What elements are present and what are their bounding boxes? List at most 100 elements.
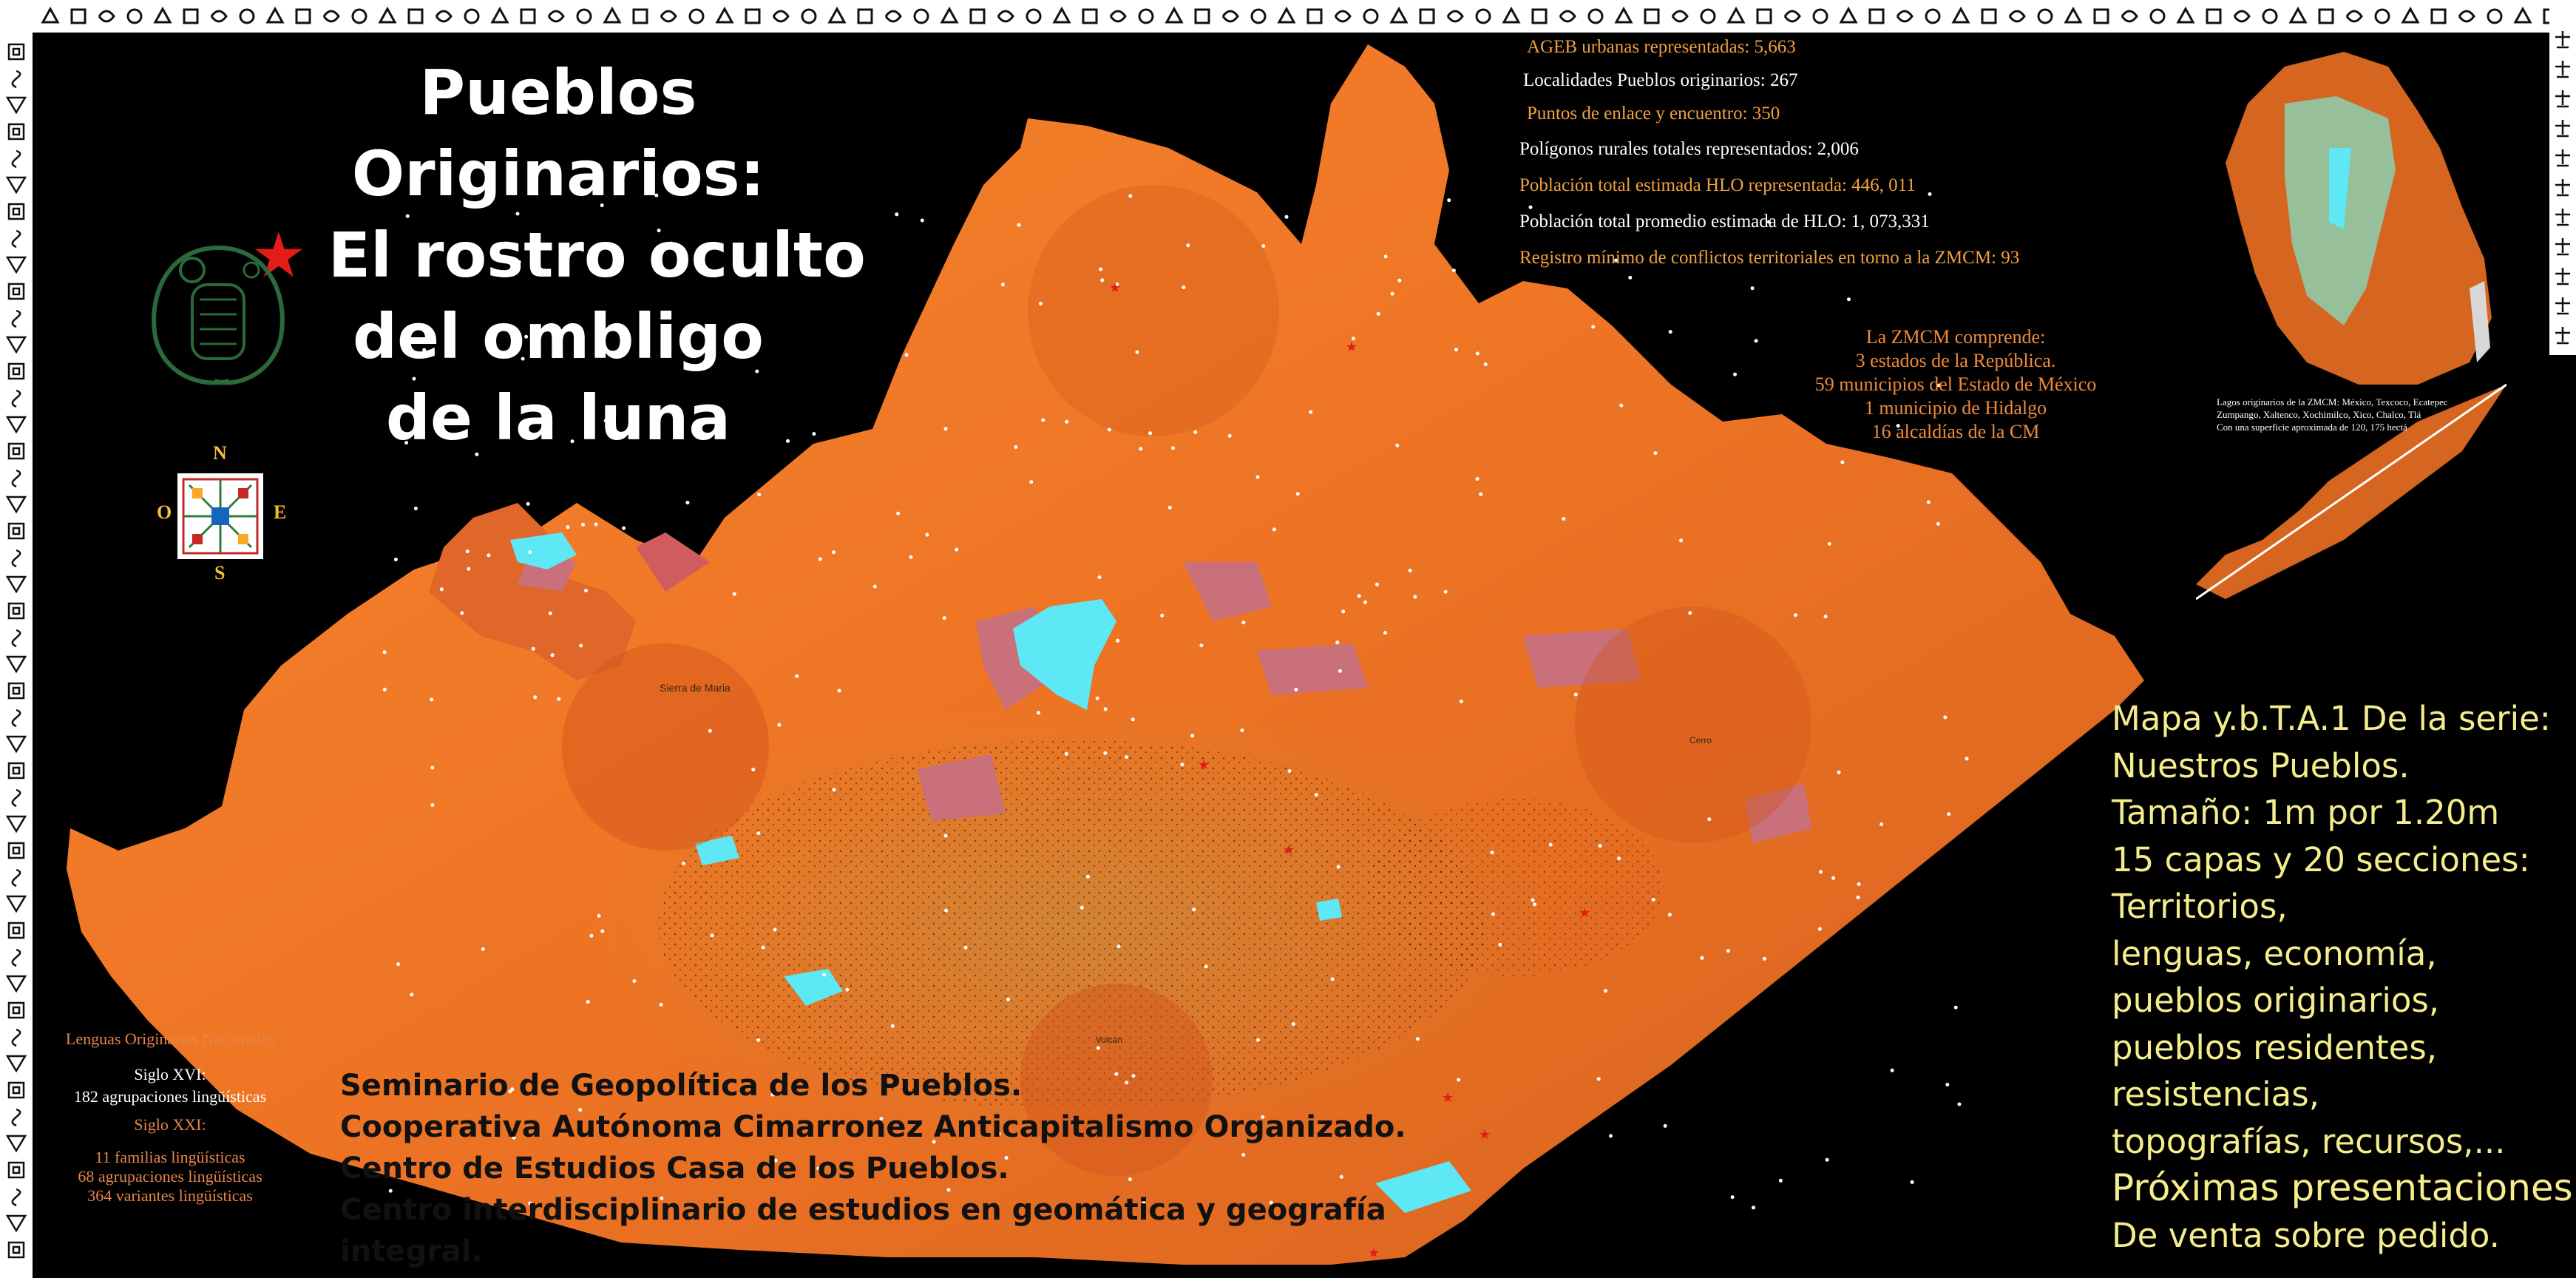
locality-marker — [1947, 812, 1951, 816]
locality-marker — [1336, 865, 1340, 869]
title-line-2: ★ El rostro oculto — [214, 214, 902, 296]
locality-marker — [818, 557, 822, 561]
locality-marker — [1006, 997, 1011, 1001]
locality-marker — [1309, 1123, 1314, 1127]
locality-marker — [1116, 638, 1120, 643]
locality-marker — [1457, 1078, 1461, 1082]
locality-marker — [422, 348, 427, 352]
locality-marker — [1037, 711, 1040, 715]
locality-marker — [526, 501, 530, 506]
locality-marker — [1227, 433, 1232, 438]
locality-marker — [1766, 220, 1771, 224]
jaguar-glyph-icon — [152, 246, 285, 385]
locality-marker — [1817, 927, 1822, 931]
locality-marker — [1945, 1083, 1950, 1086]
locality-marker — [521, 356, 525, 361]
locality-marker — [584, 589, 588, 592]
stat-line: Localidades Pueblos originarios: 267 — [1523, 70, 1798, 90]
peak-label: Cerro — [1689, 735, 1712, 746]
locality-marker — [682, 861, 686, 865]
locality-marker — [1840, 460, 1845, 464]
locality-marker — [1609, 1134, 1613, 1138]
locality-marker — [1383, 254, 1388, 259]
locality-marker — [597, 913, 601, 918]
locality-marker — [1778, 1178, 1783, 1183]
locality-marker — [430, 697, 434, 702]
zmcm-item: 3 estados de la República. — [1855, 350, 2056, 371]
series-line: Territorios, — [2112, 887, 2288, 926]
locality-marker — [1125, 755, 1129, 760]
locality-marker — [1357, 594, 1361, 598]
locality-marker — [1097, 575, 1102, 579]
map-title: Pueblos Originarios: ★ El rostro oculto … — [214, 52, 902, 459]
locality-marker — [773, 1158, 778, 1163]
languages-panel: Lenguas Originarias Nacionales Siglo XVI… — [30, 1028, 311, 1206]
locality-marker — [1707, 817, 1712, 822]
locality-marker — [963, 945, 968, 950]
compass-rose-icon — [177, 473, 263, 559]
locality-marker — [1475, 477, 1479, 481]
locality-marker — [412, 376, 416, 381]
locality-marker — [1351, 337, 1355, 341]
locality-marker — [1004, 1156, 1009, 1160]
locality-marker — [1857, 882, 1861, 886]
conflict-star-icon: ★ — [1198, 757, 1210, 773]
locality-marker — [1397, 278, 1402, 283]
locality-marker — [1591, 325, 1596, 329]
series-line: resistencias, — [2112, 1075, 2320, 1114]
locality-marker — [1204, 964, 1208, 969]
conflict-star-icon: ★ — [1368, 1245, 1380, 1261]
locality-marker — [1408, 568, 1412, 572]
locality-marker — [1115, 283, 1119, 286]
locality-marker — [1936, 521, 1940, 526]
compass-west: O — [157, 501, 172, 523]
locality-marker — [1880, 822, 1884, 827]
credits-block: Seminario de Geopolítica de los Pueblos.… — [340, 1065, 1523, 1272]
locality-marker — [1193, 430, 1198, 434]
credit-line: Centro de Estudios Casa de los Pueblos. — [340, 1152, 1009, 1186]
locality-marker — [1039, 302, 1043, 305]
locality-marker — [1490, 851, 1494, 855]
locality-marker — [528, 550, 532, 555]
locality-marker — [517, 260, 521, 264]
siglo-xxi-value: 68 agrupaciones lingüísticas — [78, 1167, 262, 1186]
title-line-3: del ombligo — [353, 300, 764, 373]
locality-marker — [510, 1087, 515, 1092]
locality-marker — [795, 674, 799, 678]
locality-marker — [944, 908, 949, 913]
locality-marker — [1628, 275, 1633, 280]
locality-marker — [1663, 1123, 1667, 1128]
locality-marker — [1294, 687, 1298, 692]
locality-marker — [1135, 350, 1139, 354]
locality-marker — [861, 1209, 866, 1214]
locality-marker — [467, 567, 471, 571]
locality-marker — [581, 522, 585, 527]
locality-marker — [1415, 1037, 1420, 1041]
locality-marker — [1256, 1038, 1261, 1042]
locality-marker — [1192, 907, 1196, 912]
locality-marker — [524, 334, 529, 339]
locality-marker — [932, 1140, 936, 1144]
zmcm-heading: La ZMCM comprende: — [1865, 326, 2046, 348]
locality-marker — [1943, 715, 1948, 720]
locality-marker — [1000, 283, 1005, 287]
locality-marker — [1375, 582, 1379, 586]
locality-marker — [1107, 427, 1111, 432]
locality-marker — [405, 214, 410, 218]
series-line: topografías, recursos,... — [2112, 1121, 2506, 1161]
credit-line: Seminario de Geopolítica de los Pueblos. — [340, 1069, 1023, 1103]
locality-marker — [382, 687, 387, 692]
locality-marker — [1819, 870, 1823, 874]
locality-marker — [523, 405, 526, 409]
locality-marker — [773, 927, 777, 932]
locality-marker — [943, 427, 948, 431]
locality-marker — [1596, 1077, 1601, 1081]
locality-marker — [1619, 403, 1624, 408]
locality-marker — [1483, 362, 1488, 367]
locality-marker — [890, 1024, 895, 1028]
locality-marker — [1269, 1200, 1273, 1205]
locality-marker — [566, 525, 570, 530]
locality-marker — [1255, 475, 1260, 479]
locality-marker — [1443, 589, 1448, 594]
locality-marker — [756, 1038, 761, 1042]
